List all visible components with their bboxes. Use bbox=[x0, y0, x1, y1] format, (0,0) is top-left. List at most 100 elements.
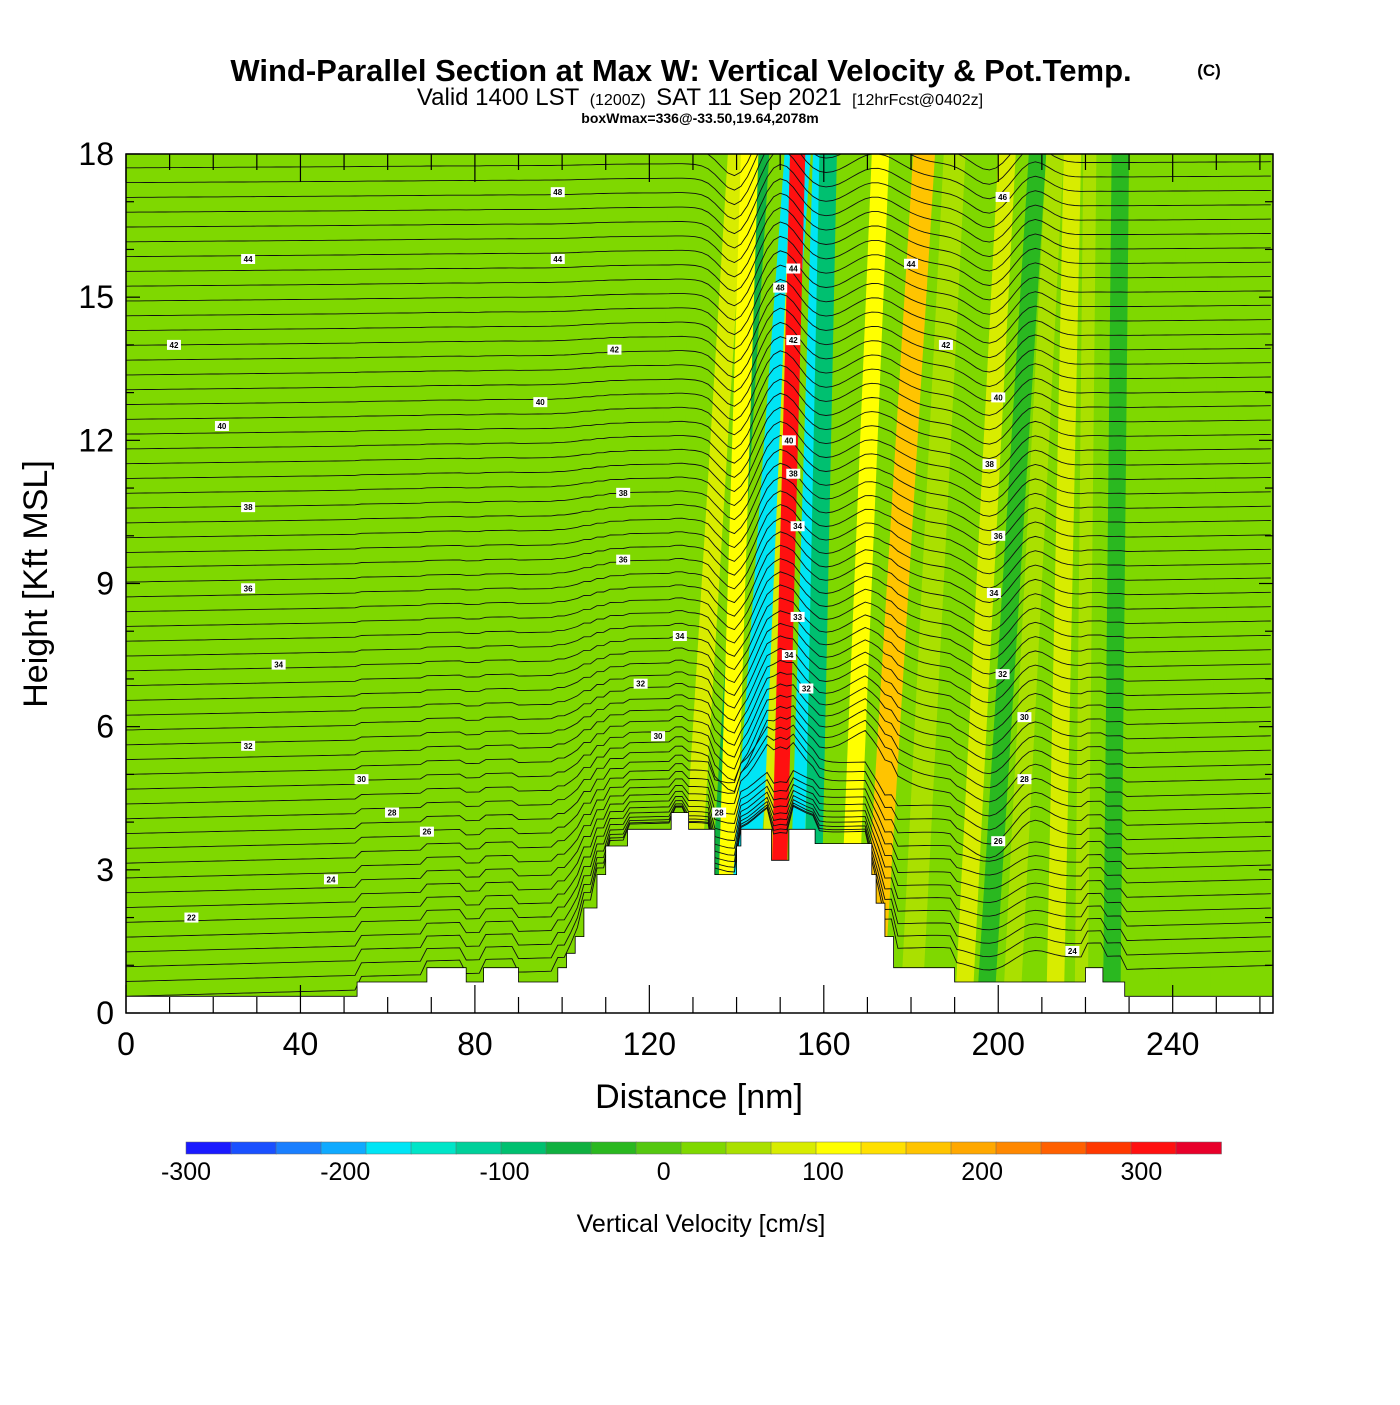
colorbar-cell-16 bbox=[905, 1141, 952, 1155]
isentrope-49 bbox=[126, 221, 1271, 292]
contour-label-19: 34 bbox=[793, 522, 802, 531]
colorbar-cell-22 bbox=[1175, 1141, 1222, 1155]
colorbar-cell-2 bbox=[275, 1141, 322, 1155]
isentrope-16 bbox=[126, 671, 1271, 761]
colorbar-tick-label: 200 bbox=[961, 1158, 1003, 1186]
contour-label-bg-21 bbox=[616, 554, 631, 565]
colorbar-cell-14 bbox=[815, 1141, 862, 1155]
isentrope-24 bbox=[126, 571, 1271, 646]
contour-label-bg-11 bbox=[533, 397, 548, 408]
contour-label-bg-22 bbox=[241, 583, 256, 594]
colorbar-cell-19 bbox=[1040, 1141, 1087, 1155]
isentrope-20 bbox=[126, 622, 1271, 704]
contour-label-28: 32 bbox=[998, 670, 1007, 679]
isentrope-56 bbox=[126, 154, 1271, 191]
isentrope-45 bbox=[126, 279, 1271, 350]
colorbar-tick-label: -200 bbox=[320, 1158, 370, 1186]
isentrope-15 bbox=[126, 683, 1271, 775]
y-tick-label: 6 bbox=[96, 709, 114, 745]
velocity-band-16 bbox=[1074, 154, 1097, 1013]
isentrope-4 bbox=[126, 794, 1271, 938]
contour-label-5: 44 bbox=[789, 265, 798, 274]
contour-label-bg-23 bbox=[986, 588, 1001, 599]
contour-label-bg-7 bbox=[166, 339, 181, 350]
subtitle-date: SAT 11 Sep 2021 bbox=[656, 84, 841, 111]
colorbar-cell-1 bbox=[230, 1141, 277, 1155]
contour-label-36: 28 bbox=[388, 809, 397, 818]
colorbar-tick-label: -100 bbox=[479, 1158, 529, 1186]
chart-title: Wind-Parallel Section at Max W: Vertical… bbox=[230, 53, 1131, 88]
isentrope-31 bbox=[126, 476, 1271, 549]
isentrope-17 bbox=[126, 659, 1271, 746]
colorbar-cell-13 bbox=[770, 1141, 817, 1155]
contour-label-bg-8 bbox=[607, 344, 622, 355]
contour-label-bg-9 bbox=[938, 339, 953, 350]
contour-label-9: 42 bbox=[941, 341, 950, 350]
contour-label-15: 38 bbox=[985, 460, 994, 469]
velocity-band-15 bbox=[1046, 154, 1082, 1013]
isentrope-12 bbox=[126, 715, 1271, 820]
contour-label-bg-1 bbox=[995, 191, 1010, 202]
velocity-band-9 bbox=[836, 154, 890, 1013]
velocity-band-10 bbox=[860, 154, 936, 1013]
velocity-band-8 bbox=[801, 154, 837, 1013]
contour-label-bg-15 bbox=[982, 459, 997, 470]
isentrope-41 bbox=[126, 336, 1271, 407]
isentrope-22 bbox=[126, 597, 1271, 675]
isentrope-26 bbox=[126, 544, 1271, 618]
y-tick-label: 18 bbox=[78, 136, 114, 172]
potential-temperature-contours bbox=[126, 154, 1271, 997]
contour-label-bg-36 bbox=[385, 807, 400, 818]
contour-label-35: 28 bbox=[1020, 775, 1029, 784]
colorbar-cell-5 bbox=[410, 1141, 457, 1155]
isentrope-18 bbox=[126, 647, 1271, 732]
velocity-band-17 bbox=[1102, 154, 1130, 1013]
y-axis-label: Height [Kft MSL] bbox=[17, 460, 55, 708]
colorbar-cell-11 bbox=[680, 1141, 727, 1155]
contour-label-bg-0 bbox=[550, 187, 565, 198]
y-tick-label: 12 bbox=[78, 422, 114, 458]
terrain-profile bbox=[126, 812, 1273, 1013]
isentrope-9 bbox=[126, 741, 1271, 864]
isentrope-42 bbox=[126, 321, 1271, 393]
contour-label-bg-18 bbox=[241, 502, 256, 513]
isentrope-30 bbox=[126, 490, 1271, 562]
contour-label-bg-39 bbox=[991, 836, 1006, 847]
isentrope-55 bbox=[126, 154, 1271, 206]
contour-label-20: 36 bbox=[994, 532, 1003, 541]
contour-label-32: 30 bbox=[654, 732, 663, 741]
isentrope-32 bbox=[126, 462, 1271, 535]
x-tick-label: 80 bbox=[457, 1026, 493, 1062]
contour-label-bg-12 bbox=[991, 392, 1006, 403]
isentrope-27 bbox=[126, 531, 1271, 604]
isentrope-7 bbox=[126, 777, 1271, 894]
contour-label-bg-30 bbox=[799, 683, 814, 694]
contour-label-30: 32 bbox=[802, 684, 811, 693]
colorbar: -300 -200 -100 0 100 200 300 Vertical Velocity… bbox=[161, 1141, 1222, 1238]
isentrope-34 bbox=[126, 435, 1271, 507]
isentrope-35 bbox=[126, 421, 1271, 493]
isentrope-48 bbox=[126, 235, 1271, 307]
contour-label-bg-14 bbox=[781, 435, 796, 446]
colorbar-cell-21 bbox=[1130, 1141, 1177, 1155]
y-tick-label: 9 bbox=[96, 566, 114, 602]
isentrope-29 bbox=[126, 504, 1271, 576]
contour-label-bg-40 bbox=[323, 874, 338, 885]
contour-label-11: 40 bbox=[536, 398, 545, 407]
colorbar-cell-12 bbox=[725, 1141, 772, 1155]
contour-label-38: 26 bbox=[422, 828, 431, 837]
contour-label-40: 24 bbox=[327, 875, 336, 884]
colorbar-cell-3 bbox=[320, 1141, 367, 1155]
isentrope-51 bbox=[126, 192, 1271, 264]
colorbar-cell-17 bbox=[950, 1141, 997, 1155]
isentrope-5 bbox=[126, 789, 1271, 923]
contour-label-12: 40 bbox=[994, 393, 1003, 402]
contour-label-25: 34 bbox=[675, 632, 684, 641]
contour-label-bg-3 bbox=[550, 253, 565, 264]
colorbar-cell-20 bbox=[1085, 1141, 1132, 1155]
contour-label-6: 48 bbox=[776, 284, 785, 293]
isentrope-43 bbox=[126, 307, 1271, 379]
isentrope-52 bbox=[126, 178, 1271, 249]
